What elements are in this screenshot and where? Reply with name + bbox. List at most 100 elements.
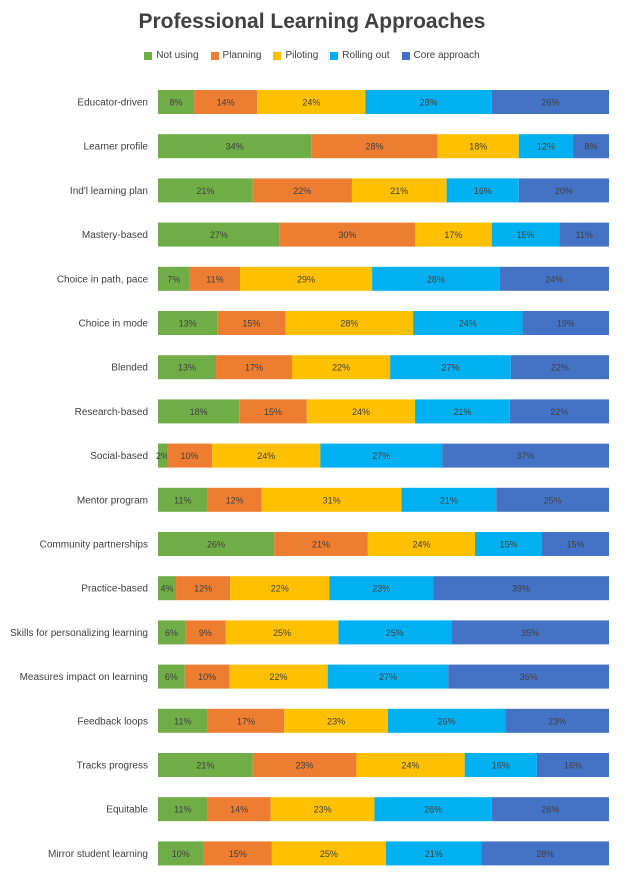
data-label: 14% xyxy=(230,805,248,815)
bar-segment xyxy=(158,841,204,866)
data-label: 10% xyxy=(181,451,199,461)
data-label: 23% xyxy=(372,584,390,594)
category-label: Mentor program xyxy=(77,495,148,506)
data-label: 4% xyxy=(161,584,174,594)
data-label: 21% xyxy=(390,186,408,196)
data-label: 17% xyxy=(444,230,462,240)
data-label: 24% xyxy=(352,407,370,417)
data-label: 12% xyxy=(226,495,244,505)
bar-segment xyxy=(448,664,609,689)
chart-legend: Not using Planning Piloting Rolling out Core… xyxy=(0,50,624,61)
legend-item: Rolling out xyxy=(330,50,390,61)
category-label: Social-based xyxy=(90,451,148,462)
bar-segment xyxy=(491,222,560,247)
category-label: Mastery-based xyxy=(82,230,148,241)
bar-segment xyxy=(216,355,292,380)
data-label: 7% xyxy=(167,274,180,284)
data-label: 21% xyxy=(312,540,330,550)
bar-segment xyxy=(464,753,537,777)
data-label: 27% xyxy=(379,672,397,682)
data-label: 19% xyxy=(557,319,575,329)
data-label: 26% xyxy=(438,716,456,726)
data-label: 28% xyxy=(365,142,383,152)
data-label: 24% xyxy=(459,319,477,329)
data-label: 35% xyxy=(521,628,539,638)
data-label: 16% xyxy=(492,761,510,771)
data-label: 21% xyxy=(425,849,443,859)
bar-segment xyxy=(385,841,482,866)
bar-segment xyxy=(415,399,510,424)
bar-segment xyxy=(158,222,280,247)
bar-segment xyxy=(158,620,186,645)
data-label: 17% xyxy=(245,363,263,373)
category-label: Learner profile xyxy=(84,142,149,153)
bar-segment xyxy=(505,708,609,733)
legend-swatch xyxy=(210,51,219,60)
bar-segment xyxy=(230,576,330,601)
data-label: 25% xyxy=(386,628,404,638)
legend-swatch xyxy=(401,51,410,60)
data-label: 11% xyxy=(174,716,191,726)
bar-segment xyxy=(257,90,366,114)
category-label: Choice in mode xyxy=(79,319,149,330)
data-label: 27% xyxy=(372,451,390,461)
bar-segment xyxy=(365,90,492,114)
data-label: 23% xyxy=(314,805,332,815)
legend-label: Core approach xyxy=(413,50,480,61)
bar-segment xyxy=(542,532,609,556)
bar-segment xyxy=(158,90,195,114)
bar-segment xyxy=(203,841,272,866)
bar-segment xyxy=(536,753,609,777)
bar-segment xyxy=(158,178,253,203)
bar-segment xyxy=(367,532,476,556)
bar-segment xyxy=(158,134,312,159)
legend-item: Planning xyxy=(210,50,261,61)
data-label: 21% xyxy=(453,407,471,417)
data-label: 21% xyxy=(196,186,214,196)
bar-segment xyxy=(158,399,240,424)
data-label: 26% xyxy=(207,540,225,550)
data-label: 24% xyxy=(257,451,275,461)
category-label: Community partnerships xyxy=(40,540,148,551)
data-label: 15% xyxy=(242,319,260,329)
data-label: 28% xyxy=(427,274,445,284)
data-label: 13% xyxy=(179,319,197,329)
bar-segment xyxy=(372,266,500,291)
data-label: 25% xyxy=(273,628,291,638)
bar-segment xyxy=(522,311,609,335)
bar-segment xyxy=(284,708,389,733)
legend-item: Core approach xyxy=(401,50,480,61)
data-label: 14% xyxy=(217,98,235,108)
bar-segment xyxy=(158,753,253,777)
category-label: Equitable xyxy=(106,805,148,816)
bar-segment xyxy=(329,576,434,601)
bar-segment xyxy=(481,841,609,866)
bar-segment xyxy=(274,532,368,556)
bar-segment xyxy=(207,487,262,512)
bar-segment xyxy=(158,487,208,512)
legend-label: Rolling out xyxy=(342,50,390,61)
data-label: 28% xyxy=(420,98,438,108)
bar-segment xyxy=(158,532,275,556)
category-label: Measures impact on learning xyxy=(20,672,148,683)
data-label: 23% xyxy=(548,716,566,726)
bar-segment xyxy=(212,443,321,468)
data-label: 6% xyxy=(165,672,178,682)
data-label: 27% xyxy=(210,230,228,240)
data-label: 16% xyxy=(474,186,492,196)
bar-segment xyxy=(491,90,609,114)
data-label: 11% xyxy=(174,805,191,815)
data-label: 12% xyxy=(537,142,555,152)
data-label: 37% xyxy=(517,451,535,461)
bar-segment xyxy=(338,620,452,645)
category-label: Ind'l learning plan xyxy=(70,186,148,197)
bar-segment xyxy=(176,576,231,601)
bar-segment xyxy=(158,311,218,335)
bar-segment xyxy=(518,178,609,203)
data-label: 24% xyxy=(412,540,430,550)
category-label: Blended xyxy=(111,363,148,374)
bar-segment xyxy=(158,797,208,822)
data-label: 18% xyxy=(469,142,487,152)
bar-segment xyxy=(291,355,391,380)
bar-segment xyxy=(158,576,177,601)
